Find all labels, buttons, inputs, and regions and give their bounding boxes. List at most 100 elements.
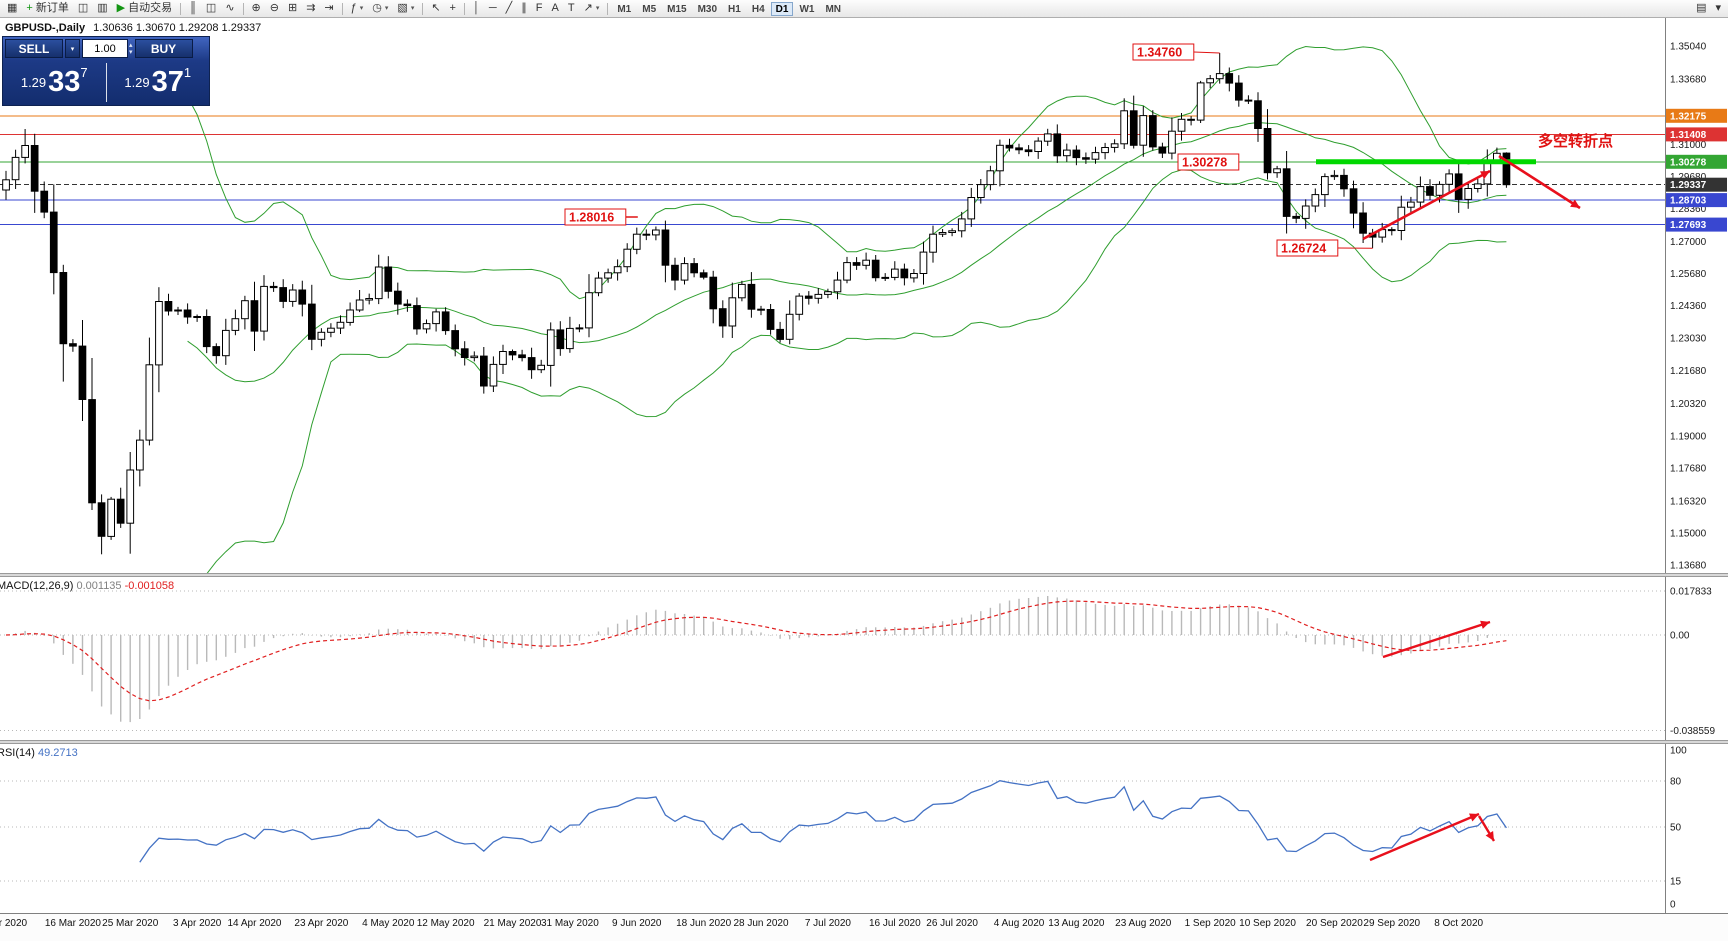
price-callout-1.26724[interactable]: 1.26724 — [1276, 239, 1339, 257]
price-scale[interactable]: 1.35040 1.33680 1.31000 1.29680 1.28360 1.270… — [1665, 18, 1728, 573]
svg-text:1.27693: 1.27693 — [1670, 220, 1707, 231]
chart-shift-icon[interactable]: ⇥ — [320, 1, 337, 16]
bull-bear-turning-point-label[interactable]: 多空转折点 — [1538, 132, 1613, 150]
text-icon-icon: A — [551, 2, 559, 14]
horizontal-level-lines[interactable] — [0, 115, 1665, 226]
timeframe-button-h1[interactable]: H1 — [723, 2, 746, 16]
macd-scale[interactable]: 0.017833 0.00 -0.038559 — [1665, 577, 1728, 740]
text-icon[interactable]: A — [548, 1, 563, 16]
timeframe-button-m5[interactable]: M5 — [637, 2, 661, 16]
volume-increase-icon[interactable]: ▴ — [129, 41, 133, 49]
periods-icon[interactable]: ◷ ▾ — [368, 1, 392, 16]
price-callout-1.28016[interactable]: 1.28016 — [564, 208, 627, 226]
trend-arrow[interactable] — [1498, 154, 1581, 210]
bar-chart-icon-icon: ║ — [189, 2, 197, 14]
indicators-icon[interactable]: ƒ ▾ — [347, 1, 368, 16]
bar-chart-icon[interactable]: ║ — [185, 1, 201, 16]
toolbar-separator — [422, 2, 424, 15]
market-watch-icon[interactable]: ▥ — [93, 1, 111, 16]
horizontal-line-icon[interactable]: ─ — [485, 1, 501, 16]
chart-ohlc-values: 1.30636 1.30670 1.29208 1.29337 — [93, 22, 262, 34]
zoom-out-icon-icon: ⊖ — [269, 2, 279, 14]
volume-input[interactable] — [82, 39, 128, 58]
volume-decrease-icon[interactable]: ▾ — [129, 48, 133, 56]
tile-windows-icon[interactable]: ⊞ — [284, 1, 301, 16]
time-axis-label: 10 Sep 2020 — [1239, 918, 1296, 929]
timeframe-button-m1[interactable]: M1 — [612, 2, 636, 16]
new-order-button[interactable]: + 新订单 — [22, 1, 72, 16]
chart-window-icon[interactable]: ◫ — [74, 1, 92, 16]
price-scale-label: 1.33680 — [1670, 75, 1707, 86]
bid-price[interactable]: 1.29 33 7 — [3, 60, 106, 105]
sell-button[interactable]: SELL — [5, 39, 63, 58]
ask-pips: 37 — [151, 66, 184, 98]
label-icon[interactable]: T — [564, 1, 579, 16]
chart-shift-icon-icon: ⇥ — [324, 2, 334, 14]
buy-button[interactable]: BUY — [134, 39, 193, 58]
pane-splitter[interactable] — [0, 573, 1728, 577]
trend-arrow[interactable] — [1369, 812, 1480, 862]
vertical-line-icon[interactable]: │ — [469, 1, 484, 16]
vertical-line-icon-icon: │ — [472, 2, 480, 14]
price-tag-1.32175: 1.32175 — [1666, 108, 1727, 123]
main-chart-pane[interactable]: 1.35040 1.33680 1.31000 1.29680 1.28360 1.270… — [0, 18, 1728, 573]
crosshair-icon[interactable]: + — [446, 1, 460, 16]
tile-windows-icon-icon: ⊞ — [287, 2, 298, 14]
time-axis-label: 25 Mar 2020 — [102, 918, 159, 929]
channel-icon[interactable]: ∥ — [517, 1, 531, 16]
zoom-out-icon[interactable]: ⊖ — [266, 1, 283, 16]
time-axis-label: 21 May 2020 — [483, 918, 542, 929]
trend-arrow[interactable] — [1362, 169, 1491, 241]
chevron-down-icon: ▾ — [384, 5, 389, 12]
ask-point: 1 — [183, 65, 192, 80]
pane-splitter[interactable] — [0, 740, 1728, 744]
time-axis-label: 4 May 2020 — [362, 918, 415, 929]
timeframe-button-h4[interactable]: H4 — [747, 2, 770, 16]
trend-arrow[interactable] — [1477, 815, 1496, 842]
label-icon-icon: T — [567, 2, 575, 14]
candlestick-chart-icon-icon: ◫ — [205, 2, 217, 14]
price-callout-1.34760[interactable]: 1.34760 — [1132, 43, 1195, 61]
chevron-down-icon: ▾ — [359, 5, 364, 12]
trend-arrows[interactable] — [1362, 154, 1581, 241]
window-list-icon[interactable]: ▤ — [1692, 1, 1710, 16]
macd-pane[interactable]: 0.017833 0.00 -0.038559 MACD(12,26,9) 0.001… — [0, 577, 1728, 740]
ask-price[interactable]: 1.29 37 1 — [107, 60, 210, 105]
macd-indicator-label: MACD(12,26,9) 0.001135 -0.001058 — [0, 580, 174, 592]
price-callouts[interactable]: 1.34760 1.30278 1.28016 1.26724 — [564, 43, 1373, 257]
candlestick-chart-icon[interactable]: ◫ — [202, 1, 220, 16]
price-scale-label: 1.27000 — [1670, 237, 1707, 248]
time-axis-label: 16 Jul 2020 — [868, 918, 921, 929]
macd-scale-label: -0.038559 — [1670, 726, 1715, 737]
auto-scroll-icon[interactable]: ⇉ — [302, 1, 319, 16]
fibonacci-icon[interactable]: F — [532, 1, 547, 16]
timeframe-button-w1[interactable]: W1 — [794, 2, 819, 16]
templates-icon[interactable]: ▧ ▾ — [393, 1, 418, 16]
indicators-icon-icon: ƒ — [350, 2, 357, 14]
cursor-icon[interactable]: ↖ — [427, 1, 444, 16]
timeframe-button-mn[interactable]: MN — [820, 2, 846, 16]
timeframe-button-m15[interactable]: M15 — [662, 2, 691, 16]
price-scale-label: 1.31000 — [1670, 140, 1707, 151]
charts-grid-icon[interactable]: ▦ — [3, 1, 21, 16]
toolbar-options-icon[interactable]: ▾ — [1711, 1, 1725, 16]
macd-scale-label: 0.00 — [1670, 631, 1690, 642]
timeframe-button-m30[interactable]: M30 — [693, 2, 722, 16]
price-callout-1.30278[interactable]: 1.30278 — [1177, 153, 1240, 171]
autotrading-button[interactable]: ▶ 自动交易 — [113, 1, 176, 16]
trend-arrow[interactable] — [1382, 620, 1491, 659]
volume-preset-dropdown[interactable]: ▾ — [65, 39, 80, 58]
timeframe-button-d1[interactable]: D1 — [770, 1, 794, 16]
arrow-objects-icon[interactable]: ↗ ▾ — [580, 1, 604, 16]
main-chart-svg: 1.35040 1.33680 1.31000 1.29680 1.28360 1.270… — [0, 18, 1728, 573]
price-scale-label: 1.15000 — [1670, 528, 1707, 539]
price-scale-label: 1.25680 — [1670, 269, 1707, 280]
zoom-in-icon-icon: ⊕ — [251, 2, 261, 14]
line-chart-icon[interactable]: ∿ — [221, 1, 238, 16]
zoom-in-icon[interactable]: ⊕ — [248, 1, 265, 16]
trendline-icon[interactable]: ╱ — [502, 1, 517, 16]
rsi-pane[interactable]: 100 80 50 15 0 RSI(14) 49.2713 — [0, 744, 1728, 913]
rsi-scale[interactable]: 100 80 50 15 0 — [1665, 744, 1728, 913]
svg-text:1.30278: 1.30278 — [1182, 156, 1227, 170]
